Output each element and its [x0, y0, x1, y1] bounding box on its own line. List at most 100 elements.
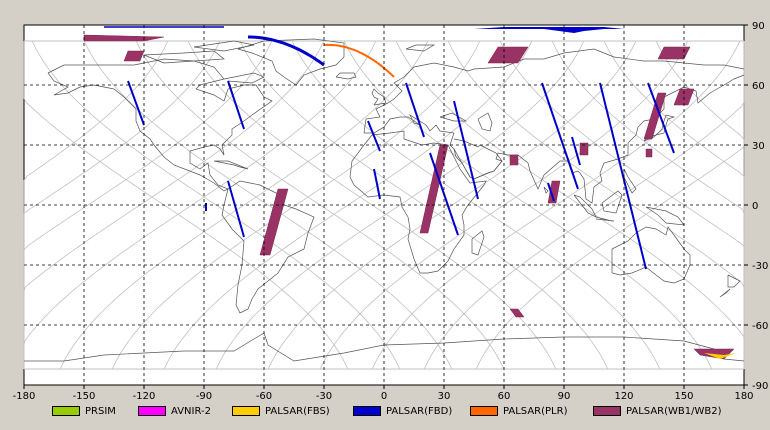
wb-swath: [259, 188, 289, 256]
fbd-swath: [547, 182, 555, 202]
legend-label: PALSAR(PLR): [503, 405, 568, 417]
x-tick-label: -120: [133, 391, 156, 402]
y-tick-label: -90: [752, 381, 768, 392]
orbit-track: [371, 40, 741, 370]
coastline: [143, 50, 225, 64]
palsar-fbd-swaths: [104, 26, 675, 270]
y-tick-label: -30: [752, 261, 768, 272]
fbd-swath: [571, 136, 581, 166]
palsar-fbs-swaths: [704, 353, 736, 359]
coastline: [47, 58, 273, 192]
coastline: [364, 74, 745, 204]
legend-label: PALSAR(WB1/WB2): [626, 405, 722, 417]
fbd-swath: [373, 168, 381, 200]
fbd-swath-arc: [248, 35, 325, 67]
x-tick-label: 0: [381, 391, 387, 402]
fbd-swath: [227, 180, 245, 238]
y-tick-label: 90: [752, 21, 765, 32]
x-tick-label: 180: [734, 391, 753, 402]
coastline: [237, 38, 345, 86]
coastline: [213, 160, 249, 170]
wb-swath: [487, 46, 529, 64]
fbd-swath: [367, 120, 381, 152]
y-tick-label: 60: [752, 81, 765, 92]
orbit-track: [83, 40, 453, 370]
x-tick-label: -60: [256, 391, 272, 402]
legend-swatch: [52, 406, 80, 416]
x-tick-label: -150: [73, 391, 96, 402]
coastline: [349, 130, 487, 274]
wb-swath: [419, 144, 449, 234]
fbd-swath: [599, 82, 647, 270]
orbit-track: [215, 40, 585, 370]
x-tick-label: -90: [196, 391, 212, 402]
legend-label: PALSAR(FBS): [265, 405, 330, 417]
coastline: [595, 216, 615, 222]
coastline: [335, 72, 357, 80]
x-tick-label: -30: [316, 391, 332, 402]
fbd-swath: [647, 82, 675, 154]
x-tick-label: 120: [614, 391, 633, 402]
orbit-track: [395, 40, 745, 369]
coastline: [405, 44, 436, 52]
coastline: [371, 88, 387, 106]
legend-swatch: [138, 406, 166, 416]
y-tick-label: 30: [752, 141, 765, 152]
wb-swath: [579, 142, 589, 156]
coastline: [24, 332, 745, 362]
x-tick-label: 90: [558, 391, 571, 402]
fbd-swath: [227, 80, 245, 130]
x-tick-label: 150: [674, 391, 693, 402]
coastline: [727, 274, 741, 288]
palsar-wb-swaths: [83, 34, 735, 360]
legend-swatch: [353, 406, 381, 416]
coastline: [611, 226, 691, 284]
plr-swath: [323, 43, 395, 78]
legend-item: PALSAR(FBS): [232, 404, 330, 418]
legend-label: PALSAR(FBD): [386, 405, 453, 417]
wb-swath: [645, 148, 653, 158]
coastline: [573, 194, 597, 218]
coastlines: [24, 38, 745, 362]
fbd-swath-polar: [474, 27, 624, 33]
legend-swatch: [593, 406, 621, 416]
legend-item: PALSAR(FBD): [353, 404, 452, 418]
legend-label: PRSIM: [85, 405, 116, 417]
legend-swatch: [232, 406, 260, 416]
coastline: [453, 138, 503, 180]
wb-swath: [657, 46, 691, 60]
coastline: [477, 112, 493, 132]
coastline: [471, 230, 485, 256]
x-tick-label: 30: [438, 391, 451, 402]
coastline: [193, 40, 255, 52]
legend-label: AVNIR-2: [171, 405, 211, 417]
fbd-swath: [405, 82, 425, 138]
legend-item: PALSAR(WB1/WB2): [593, 404, 722, 418]
legend-item: PALSAR(PLR): [470, 404, 567, 418]
grid-lines: [24, 25, 744, 385]
x-tick-label: -180: [13, 391, 36, 402]
legend-swatch: [470, 406, 498, 416]
orbit-track: [59, 40, 429, 370]
x-tick-label: 60: [498, 391, 511, 402]
legend-item: AVNIR-2: [138, 404, 211, 418]
y-tick-label: -60: [752, 321, 768, 332]
coastline: [601, 190, 623, 214]
y-axis-ticks: 90 60 30 0 -30 -60 -90: [744, 21, 768, 392]
coastline: [643, 114, 676, 142]
map-legend: PRSIM AVNIR-2 PALSAR(FBS) PALSAR(FBD) PALSAR…: [0, 398, 770, 430]
coastline: [719, 288, 731, 298]
coastline: [543, 186, 549, 194]
wb-swath: [643, 92, 667, 140]
coastline: [363, 48, 745, 134]
palsar-plr-swaths: [323, 43, 395, 78]
wb-swath: [509, 154, 519, 166]
fbs-swath: [704, 353, 736, 359]
coastline: [439, 112, 468, 122]
legend-item: PRSIM: [52, 404, 116, 418]
fbd-swath: [127, 80, 145, 126]
y-tick-label: 0: [752, 201, 758, 212]
orbit-track: [239, 40, 609, 370]
fbd-swath: [541, 82, 579, 190]
